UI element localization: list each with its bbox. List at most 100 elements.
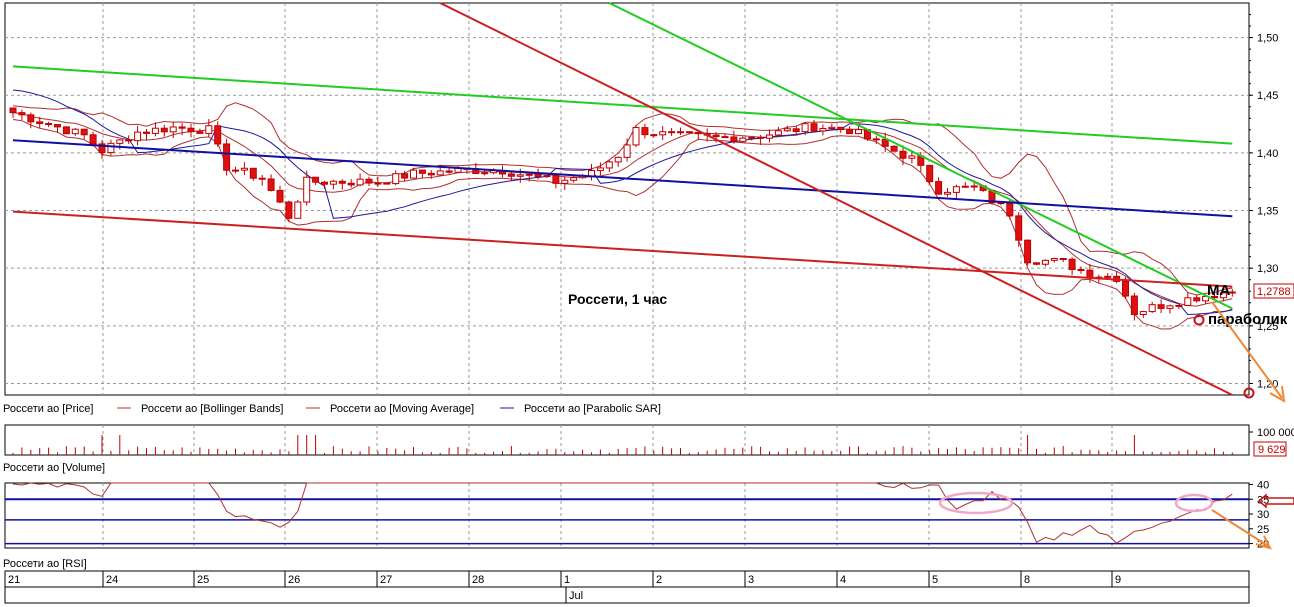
candle-body bbox=[312, 176, 320, 183]
bollinger-upper-band bbox=[12, 102, 1233, 296]
candle-body bbox=[107, 142, 115, 154]
candle-body bbox=[232, 169, 239, 172]
candle-body bbox=[650, 134, 658, 137]
candle-body bbox=[774, 130, 782, 136]
candle-body bbox=[45, 123, 53, 126]
candle-body bbox=[543, 175, 551, 178]
candle-body bbox=[276, 189, 284, 203]
candle-body bbox=[338, 180, 346, 184]
candle-body bbox=[1157, 304, 1165, 309]
legend-sar: Россети ао [Parabolic SAR] bbox=[524, 403, 661, 415]
price-axis: 1,20 1,25 1,30 1,35 1,40 1,45 1,50 bbox=[1249, 14, 1278, 390]
candle-body bbox=[321, 181, 328, 185]
price-plot-frame bbox=[4, 2, 1250, 396]
day-label: 28 bbox=[472, 574, 484, 586]
rsi-level-pointer-arrow bbox=[1257, 493, 1294, 509]
trend-lines bbox=[12, 2, 1233, 396]
candle-body bbox=[249, 167, 257, 179]
candle-body bbox=[374, 182, 382, 185]
candle-body bbox=[392, 173, 400, 185]
candle-body bbox=[1059, 257, 1067, 260]
rsi-highlight-ellipse-1 bbox=[938, 491, 1014, 515]
candle-body bbox=[766, 134, 773, 139]
rsi-line bbox=[12, 482, 1233, 544]
candle-body bbox=[792, 128, 800, 133]
candle-body bbox=[223, 143, 231, 171]
candle-body bbox=[899, 150, 907, 159]
candle-body bbox=[1041, 259, 1049, 265]
candle-body bbox=[9, 107, 17, 114]
candle-body bbox=[1193, 297, 1201, 302]
candle-body bbox=[160, 127, 168, 133]
candle-body bbox=[1015, 215, 1023, 241]
candle-body bbox=[71, 128, 79, 135]
rsi-vertical-grid bbox=[102, 483, 1113, 548]
candle-body bbox=[27, 114, 35, 123]
day-label: 24 bbox=[106, 574, 118, 586]
candle-body bbox=[54, 124, 61, 128]
candle-body bbox=[801, 123, 809, 133]
day-label: 21 bbox=[8, 574, 20, 586]
candle-body bbox=[134, 131, 142, 142]
price-vertical-grid bbox=[102, 3, 1113, 395]
volume-last-tag bbox=[1253, 441, 1287, 457]
candle-body bbox=[721, 136, 729, 139]
day-labels: 21 24 25 26 27 28 1 2 3 4 5 8 9 bbox=[4, 571, 1121, 587]
candle-body bbox=[1050, 257, 1058, 261]
ma-annotation: МА bbox=[1207, 282, 1230, 299]
day-label: 27 bbox=[380, 574, 392, 586]
rsi-highlight-ellipse-2 bbox=[1174, 493, 1214, 513]
candle-body bbox=[418, 169, 426, 174]
candle-body bbox=[1077, 269, 1085, 272]
candle-body bbox=[98, 143, 106, 154]
candle-body bbox=[1211, 295, 1218, 299]
day-label: 4 bbox=[840, 574, 846, 586]
last-price-tag bbox=[1253, 283, 1294, 299]
volume-last-label: 9 629 bbox=[1258, 444, 1286, 456]
candle-body bbox=[1130, 295, 1138, 315]
price-tick-label: 1,40 bbox=[1257, 148, 1278, 160]
candle-body bbox=[757, 136, 765, 139]
candle-body bbox=[570, 177, 578, 181]
day-label: 26 bbox=[288, 574, 300, 586]
candle-body bbox=[641, 127, 649, 136]
candle-body bbox=[151, 127, 159, 134]
price-tick-label: 1,30 bbox=[1257, 263, 1278, 275]
price-panel: 1,20 1,25 1,30 1,35 1,40 1,45 1,50 Россети, 1 … bbox=[4, 2, 1294, 403]
candle-body bbox=[365, 178, 373, 184]
candle-body bbox=[1219, 292, 1227, 299]
candle-body bbox=[329, 180, 337, 185]
candle-body bbox=[258, 177, 266, 180]
day-label: 8 bbox=[1024, 574, 1030, 586]
candle-body bbox=[1228, 291, 1236, 294]
candle-body bbox=[605, 161, 613, 169]
volume-vertical-grid bbox=[102, 425, 1113, 455]
day-label: 1 bbox=[564, 574, 570, 586]
candle-body bbox=[961, 185, 969, 188]
candle-body bbox=[970, 185, 978, 188]
day-label: 25 bbox=[197, 574, 209, 586]
candle-body bbox=[89, 134, 97, 145]
candle-body bbox=[1148, 304, 1156, 313]
month-label: Jul bbox=[569, 590, 583, 602]
candle-body bbox=[214, 125, 222, 145]
candle-body bbox=[410, 169, 417, 179]
rsi-tick-label: 30 bbox=[1257, 509, 1269, 521]
candle-body bbox=[855, 129, 862, 135]
trend-line bbox=[12, 65, 1233, 145]
trend-line bbox=[439, 2, 1233, 396]
volume-panel: 100 000 9 629 Россети ао [Volume] bbox=[3, 424, 1294, 474]
price-tick-label: 1,45 bbox=[1257, 90, 1278, 102]
candle-body bbox=[659, 131, 667, 136]
candle-body bbox=[1104, 275, 1112, 278]
candle-body bbox=[935, 181, 943, 195]
price-legend: Россети ао [Price] Россети ао [Bollinger… bbox=[3, 403, 661, 415]
candle-body bbox=[614, 156, 622, 163]
trend-line bbox=[12, 210, 1233, 288]
candle-body bbox=[80, 128, 88, 136]
day-label: 2 bbox=[656, 574, 662, 586]
day-label: 3 bbox=[748, 574, 754, 586]
candle-body bbox=[240, 167, 248, 171]
candle-body bbox=[623, 144, 631, 158]
